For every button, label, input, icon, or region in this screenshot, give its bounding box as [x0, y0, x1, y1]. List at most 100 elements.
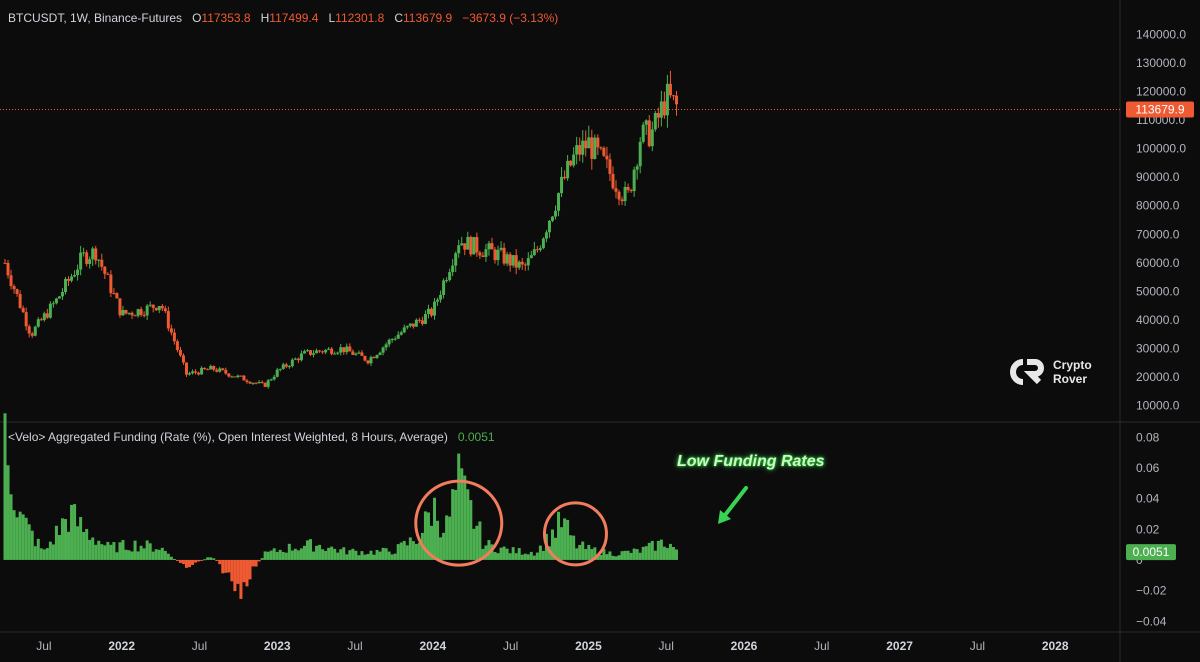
- candle-body: [48, 303, 52, 318]
- high-value: 117499.4: [269, 11, 319, 25]
- funding-bar: [393, 553, 397, 560]
- candle-body: [287, 366, 291, 368]
- candle-body: [290, 359, 294, 367]
- funding-bar: [665, 548, 669, 560]
- candle-body: [169, 328, 173, 333]
- candle-body: [423, 313, 427, 324]
- funding-bar: [433, 497, 437, 560]
- candle-body: [278, 368, 282, 370]
- funding-bar: [124, 549, 128, 560]
- funding-bar: [227, 559, 231, 573]
- candle-body: [163, 308, 167, 312]
- candle-body: [387, 339, 391, 345]
- candle-body: [635, 166, 639, 170]
- time-tick-label: 2022: [108, 639, 135, 653]
- candle-body: [284, 364, 288, 367]
- logo-line-1: Crypto: [1053, 358, 1092, 372]
- candle-body: [557, 193, 561, 211]
- funding-bar: [560, 527, 564, 560]
- funding-bar: [145, 540, 149, 560]
- crypto-rover-logo-icon: [1010, 359, 1044, 385]
- candle-body: [611, 173, 615, 189]
- candle-body: [605, 155, 609, 160]
- funding-bar: [233, 559, 237, 592]
- candle-body: [18, 294, 22, 308]
- funding-bar: [608, 551, 612, 560]
- funding-bar: [632, 548, 636, 560]
- funding-bar: [82, 531, 86, 560]
- close-value: 113679.9: [403, 11, 453, 25]
- funding-bar: [42, 549, 46, 560]
- candle-body: [339, 347, 343, 353]
- funding-bar: [218, 559, 222, 565]
- funding-bar: [372, 554, 376, 560]
- candle-body: [79, 252, 83, 270]
- candle-body: [181, 355, 185, 363]
- candle-body: [393, 338, 397, 340]
- candle-body: [194, 371, 198, 373]
- candle-body: [587, 137, 591, 149]
- funding-bar: [154, 549, 158, 560]
- candle-body: [224, 369, 228, 374]
- last-price-label: 113679.9: [1135, 102, 1184, 116]
- funding-bar: [251, 559, 255, 567]
- funding-bar: [139, 545, 143, 560]
- funding-bar: [230, 559, 234, 582]
- price-tick-label: 90000.0: [1136, 170, 1180, 184]
- funding-bar: [659, 539, 663, 560]
- candle-body: [671, 95, 675, 97]
- candle-body: [351, 351, 355, 355]
- funding-bar: [106, 541, 110, 560]
- funding-tick-label: 0.04: [1136, 492, 1160, 506]
- indicator-value: 0.0051: [457, 430, 495, 444]
- funding-bar: [293, 548, 297, 560]
- funding-bar: [172, 558, 176, 560]
- candle-body: [154, 307, 158, 311]
- funding-bar: [94, 544, 98, 560]
- funding-bar: [620, 551, 624, 560]
- funding-bar: [554, 537, 558, 560]
- candle-body: [674, 95, 678, 105]
- funding-bar: [653, 550, 657, 560]
- candle-body: [109, 274, 113, 294]
- funding-bar: [481, 548, 485, 560]
- candle-body: [309, 350, 313, 355]
- candle-body: [293, 358, 297, 360]
- candle-body: [475, 237, 479, 253]
- funding-bar: [650, 540, 654, 560]
- candle-body: [54, 298, 58, 304]
- funding-bar: [514, 553, 518, 560]
- time-tick-label: Jul: [36, 639, 51, 653]
- close-label: C: [394, 11, 404, 25]
- price-tick-label: 140000.0: [1136, 27, 1186, 41]
- candle-body: [626, 186, 630, 190]
- candle-body: [175, 341, 179, 350]
- funding-bar: [27, 524, 31, 560]
- funding-bar: [342, 547, 346, 560]
- funding-bar: [569, 535, 573, 560]
- candle-body: [312, 353, 316, 355]
- funding-bar: [191, 559, 195, 565]
- funding-bar: [517, 548, 521, 560]
- candle-body: [490, 243, 494, 250]
- candle-body: [402, 327, 406, 333]
- price-tick-label: 50000.0: [1136, 284, 1180, 298]
- funding-bar: [668, 543, 672, 560]
- candle-body: [327, 348, 331, 350]
- funding-bar: [535, 552, 539, 560]
- funding-bar: [396, 544, 400, 560]
- funding-bar: [45, 548, 49, 560]
- candle-body: [45, 313, 49, 318]
- price-header: BTCUSDT, 1W, Binance-Futures O117353.8 H…: [8, 11, 558, 25]
- funding-bar: [566, 519, 570, 560]
- funding-bar: [242, 559, 246, 583]
- candle-body: [27, 326, 31, 334]
- candle-body: [130, 312, 134, 316]
- funding-bar: [611, 555, 615, 560]
- candle-body: [569, 160, 573, 166]
- funding-bar: [439, 537, 443, 560]
- candle-body: [88, 259, 92, 264]
- funding-bar: [112, 542, 116, 560]
- price-candles: [3, 70, 678, 389]
